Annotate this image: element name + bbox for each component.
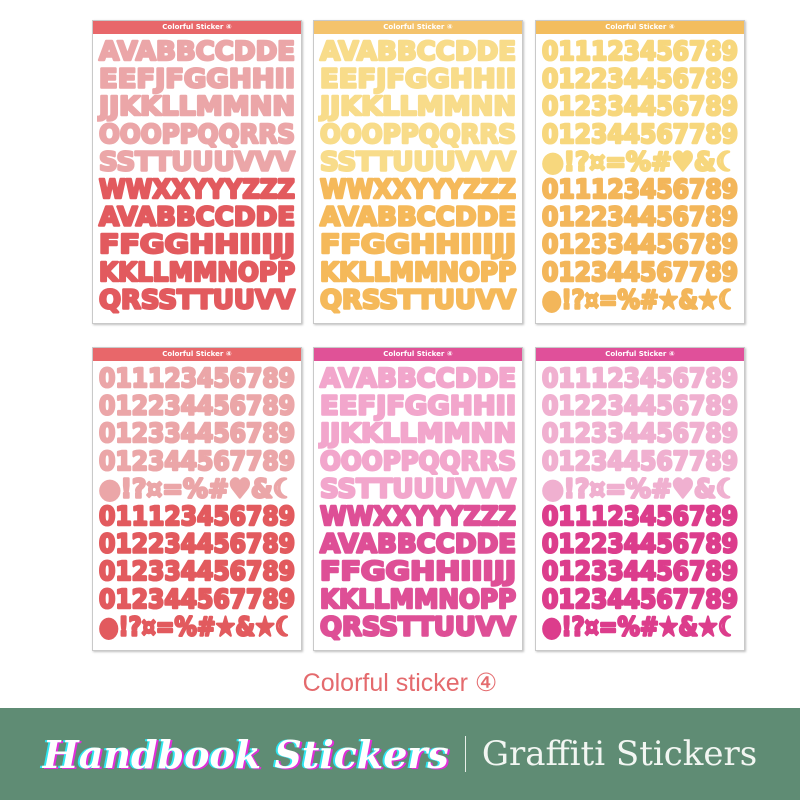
sticker-row: OOOPPQQRRS <box>99 120 295 150</box>
sticker-sheet: Colorful Sticker ④ AVABBCCDDE EEFJFGGHHII J… <box>313 347 523 651</box>
sticker-row: EEFJFGGHHII <box>99 65 295 95</box>
sticker-row: ●!?¤=%#♥&☾ <box>542 147 738 177</box>
sticker-row: 011123456789 <box>542 175 738 205</box>
sticker-row: WWXXYYYZZZ <box>320 175 516 205</box>
brand-subtitle: Graffiti Stickers <box>481 734 758 774</box>
sticker-row: 012344567789 <box>542 585 738 615</box>
sheet-title: Colorful Sticker ④ <box>314 21 522 34</box>
sticker-row: 012344567789 <box>542 120 738 150</box>
sticker-row: OOOPPQQRRS <box>320 447 516 477</box>
sticker-row: ●!?¤=%#★&★☾ <box>99 612 295 642</box>
sticker-row: SSTTUUUVVV <box>99 147 295 177</box>
sticker-row: JJKKLLMMNN <box>318 92 516 122</box>
sticker-row: 012334456789 <box>542 92 738 122</box>
sticker-row: SSTTUUUVVV <box>320 474 516 504</box>
sheet-title: Colorful Sticker ④ <box>314 348 522 361</box>
sticker-row: 011123456789 <box>542 502 738 532</box>
sticker-row: ●!?¤=%#★&★☾ <box>542 285 738 315</box>
sticker-row: AVABBCCDDE <box>99 37 295 67</box>
separator <box>464 736 466 772</box>
sticker-row: 011123456789 <box>542 364 738 394</box>
sticker-row: SSTTUUUVVV <box>320 147 516 177</box>
sticker-row: EEFJFGGHHII <box>320 65 516 95</box>
sticker-row: 012344567789 <box>99 585 295 615</box>
sticker-row: 012344567789 <box>542 258 738 288</box>
sticker-row: 012234456789 <box>542 392 738 422</box>
sticker-row: 012234456789 <box>542 65 738 95</box>
sticker-sheet: Colorful Sticker ④ 011123456789 0122344567… <box>535 347 745 651</box>
sticker-row: QRSSTTUUVV <box>99 285 295 315</box>
sticker-row: KKLLMMNOPP <box>320 585 516 615</box>
sticker-row: ●!?¤=%#♥&☾ <box>542 474 738 504</box>
sticker-row: FFGGHHIIIJJ <box>320 230 516 260</box>
sticker-row: AVABBCCDDE <box>99 203 295 233</box>
sticker-row: 011123456789 <box>99 502 295 532</box>
product-caption: Colorful sticker ④ <box>302 669 498 697</box>
sticker-row: 012334456789 <box>99 419 295 449</box>
sticker-row: 012334456789 <box>542 230 738 260</box>
sticker-row: JJKKLLMMNN <box>97 92 295 122</box>
sticker-row: 012234456789 <box>542 203 738 233</box>
sticker-row: 011123456789 <box>99 364 295 394</box>
brand-banner: Handbook Stickers Graffiti Stickers <box>0 708 800 800</box>
sticker-row: EEFJFGGHHII <box>320 392 516 422</box>
sticker-sheet: Colorful Sticker ④ AVABBCCDDE EEFJFGGHHII J… <box>92 20 302 324</box>
sticker-row: WWXXYYYZZZ <box>99 175 295 205</box>
sticker-row: FFGGHHIIIJJ <box>99 230 295 260</box>
sticker-row: 012344567789 <box>542 447 738 477</box>
sheet-title: Colorful Sticker ④ <box>93 348 301 361</box>
sticker-row: QRSSTTUUVV <box>320 612 516 642</box>
sticker-row: AVABBCCDDE <box>320 203 516 233</box>
sticker-row: WWXXYYYZZZ <box>320 502 516 532</box>
sticker-row: ●!?¤=%#♥&☾ <box>99 474 295 504</box>
sticker-sheet: Colorful Sticker ④ 011123456789 0122344567… <box>535 20 745 324</box>
sheet-title: Colorful Sticker ④ <box>536 348 744 361</box>
brand-title: Handbook Stickers <box>42 731 449 777</box>
sticker-row: KKLLMMNOPP <box>320 258 516 288</box>
sticker-sheet: Colorful Sticker ④ 011123456789 0122344567… <box>92 347 302 651</box>
sticker-row: AVABBCCDDE <box>320 364 516 394</box>
sticker-row: 011123456789 <box>542 37 738 67</box>
sticker-sheet: Colorful Sticker ④ AVABBCCDDE EEFJFGGHHII J… <box>313 20 523 324</box>
sticker-row: 012234456789 <box>99 392 295 422</box>
sheet-title: Colorful Sticker ④ <box>93 21 301 34</box>
sticker-row: OOOPPQQRRS <box>320 120 516 150</box>
sticker-row: 012234456789 <box>99 530 295 560</box>
sheet-title: Colorful Sticker ④ <box>536 21 744 34</box>
sticker-row: AVABBCCDDE <box>320 530 516 560</box>
sticker-row: 012334456789 <box>99 557 295 587</box>
sticker-row: 012344567789 <box>99 447 295 477</box>
sticker-row: QRSSTTUUVV <box>320 285 516 315</box>
sticker-row: FFGGHHIIIJJ <box>320 557 516 587</box>
sticker-row: ●!?¤=%#★&★☾ <box>542 612 738 642</box>
sticker-row: JJKKLLMMNN <box>318 419 516 449</box>
sticker-row: 012234456789 <box>542 530 738 560</box>
sticker-row: KKLLMMNOPP <box>99 258 295 288</box>
sticker-row: 012334456789 <box>542 419 738 449</box>
sticker-row: 012334456789 <box>542 557 738 587</box>
sticker-row: AVABBCCDDE <box>320 37 516 67</box>
